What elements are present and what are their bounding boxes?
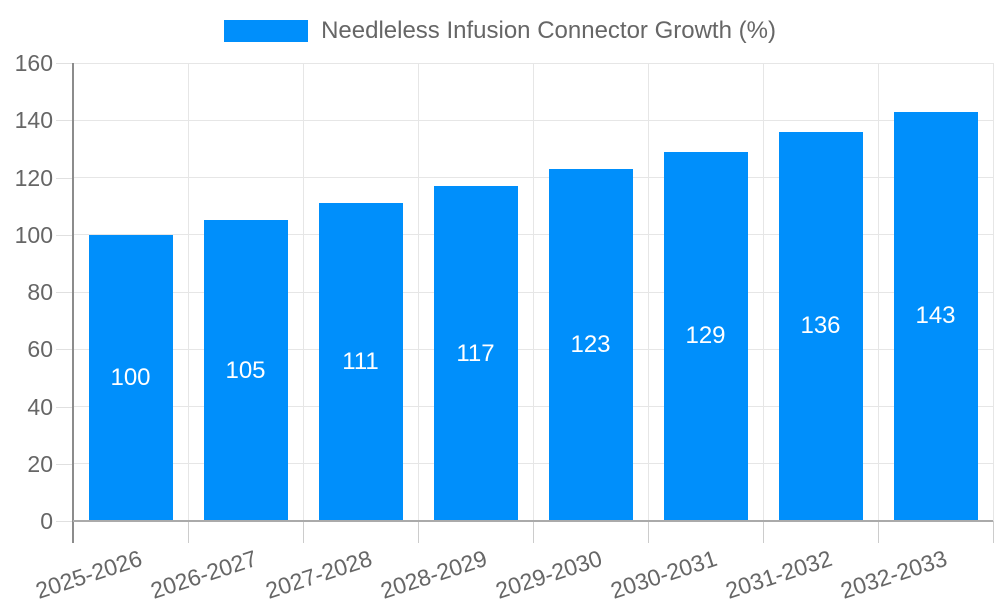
y-tick-mark	[56, 120, 73, 122]
x-tick-label: 2027-2028	[261, 545, 375, 600]
y-tick-label: 140	[14, 107, 53, 134]
gridline-vertical	[532, 63, 534, 521]
gridline-vertical	[417, 63, 419, 521]
y-tick-label: 100	[14, 221, 53, 248]
x-tick-label: 2026-2027	[146, 545, 260, 600]
x-tick-mark	[533, 521, 534, 543]
bar-value-label: 129	[685, 322, 726, 350]
y-tick-label: 20	[27, 450, 53, 477]
bar-value-label: 111	[342, 348, 379, 376]
bar-value-label: 117	[456, 339, 495, 367]
y-tick-mark	[56, 234, 73, 236]
y-tick-mark	[56, 292, 73, 293]
bar[interactable]: 100	[88, 234, 173, 521]
x-tick-label: 2029-2030	[491, 545, 605, 600]
bar[interactable]: 105	[203, 220, 288, 521]
y-tick-label: 60	[27, 336, 53, 363]
y-tick-mark	[56, 63, 73, 64]
x-tick-label: 2032-2033	[836, 545, 950, 600]
y-tick-label: 80	[27, 279, 53, 305]
gridline-vertical	[762, 63, 764, 521]
gridline-vertical	[877, 63, 879, 521]
x-tick-label: 2031-2032	[721, 545, 835, 600]
x-tick-label: 2025-2026	[31, 545, 145, 600]
x-tick-mark	[188, 521, 189, 543]
bar[interactable]: 129	[663, 151, 748, 521]
bar[interactable]: 136	[778, 131, 863, 521]
legend: Needleless Infusion Connector Growth (%)	[0, 17, 1000, 45]
y-tick-label: 120	[14, 164, 53, 191]
y-tick-label: 160	[14, 50, 53, 76]
x-tick-label: 2028-2029	[376, 545, 490, 600]
bar[interactable]: 143	[893, 111, 978, 521]
bar-value-label: 100	[110, 363, 151, 391]
gridline-vertical	[992, 63, 994, 521]
x-tick-mark	[648, 521, 649, 543]
y-tick-mark	[56, 406, 73, 408]
bar[interactable]: 117	[433, 186, 518, 521]
x-tick-mark	[303, 521, 304, 543]
x-tick-mark	[878, 521, 879, 543]
legend-swatch	[224, 20, 309, 42]
x-tick-mark	[993, 521, 994, 543]
y-tick-mark	[56, 349, 73, 351]
gridline-vertical	[187, 63, 189, 521]
bar-value-label: 143	[915, 302, 956, 330]
x-tick-mark	[418, 521, 419, 543]
x-tick-mark	[763, 521, 764, 543]
bar[interactable]: 111	[318, 203, 403, 521]
legend-label: Needleless Infusion Connector Growth (%)	[321, 17, 776, 44]
x-tick-label: 2030-2031	[606, 545, 720, 600]
bar[interactable]: 123	[548, 168, 633, 521]
bar-value-label: 123	[570, 330, 611, 358]
gridline-vertical	[647, 63, 649, 521]
y-axis-line	[72, 63, 74, 543]
bar-value-label: 105	[225, 356, 266, 384]
y-tick-mark	[56, 521, 73, 522]
gridline-vertical	[302, 63, 304, 521]
x-axis-baseline	[73, 520, 993, 522]
bar-value-label: 136	[800, 312, 841, 340]
plot-area: 100 105 111 117 123 129 136 143	[72, 62, 994, 521]
y-tick-mark	[56, 177, 73, 179]
y-tick-label: 40	[27, 393, 53, 420]
y-tick-label: 0	[40, 508, 53, 534]
y-tick-mark	[56, 463, 73, 465]
